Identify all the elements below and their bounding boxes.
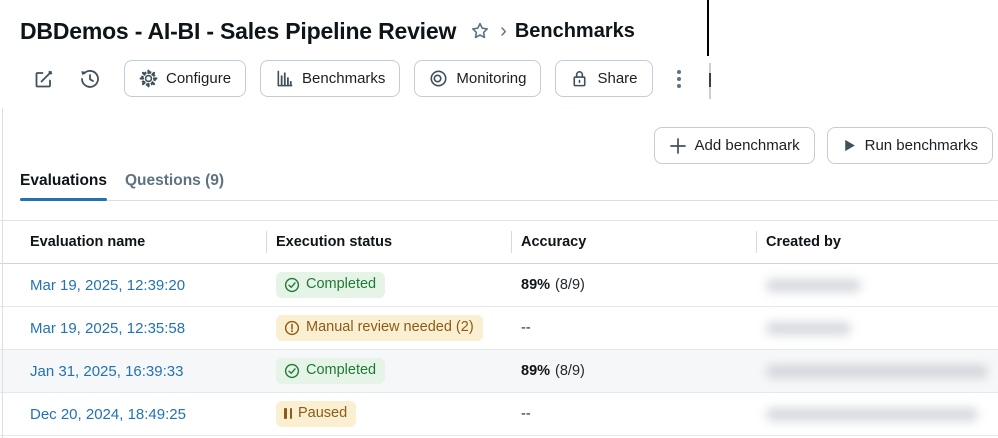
plus-icon [669,137,686,154]
status-badge: Paused [276,400,357,428]
breadcrumb-current: Benchmarks [514,19,635,42]
bar-chart-icon [277,70,293,87]
table-row[interactable]: Jan 31, 2025, 16:39:33 Completed 89% (8/… [0,350,998,393]
created-by-redacted [766,278,861,292]
monitoring-label: Monitoring [456,70,527,87]
pause-icon [284,408,292,419]
header: DBDemos - AI-BI - Sales Pipeline Review … [0,0,998,46]
evaluation-link[interactable]: Jan 31, 2025, 16:39:33 [30,362,184,380]
accuracy-detail: -- [521,406,531,422]
status-label: Manual review needed (2) [306,318,474,335]
check-circle-icon [284,363,300,378]
status-label: Completed [306,275,377,292]
column-evaluation-name: Evaluation name [30,234,146,250]
evaluation-link[interactable]: Mar 19, 2025, 12:39:20 [30,276,186,294]
configure-button[interactable]: Configure [124,60,247,97]
run-benchmarks-button[interactable]: Run benchmarks [826,127,993,164]
gear-icon [139,69,158,88]
accuracy-detail: -- [521,320,531,336]
accuracy-value: 89% [521,363,551,379]
status-label: Completed [306,361,377,378]
benchmarks-button[interactable]: Benchmarks [260,60,401,97]
run-benchmarks-label: Run benchmarks [864,137,978,154]
add-benchmark-button[interactable]: Add benchmark [653,127,815,164]
evaluation-link[interactable]: Dec 20, 2024, 18:49:25 [30,405,186,423]
tab-evaluations[interactable]: Evaluations [20,172,107,201]
column-execution-status: Execution status [266,221,511,263]
text-cursor-artifact [707,0,709,56]
column-accuracy: Accuracy [511,221,756,263]
table-row[interactable]: Mar 19, 2025, 12:35:58 Manual review nee… [0,307,998,350]
alert-circle-icon [284,320,300,335]
column-created-by: Created by [756,221,998,263]
created-by-redacted [766,321,851,335]
history-icon[interactable] [78,67,102,91]
kebab-menu-icon[interactable] [669,64,689,94]
toolbar: Configure Benchmarks Monitoring Share [32,60,998,97]
play-icon [844,139,855,152]
evaluations-table: Evaluation name Execution status Accurac… [0,220,998,436]
table-header: Evaluation name Execution status Accurac… [0,221,998,264]
status-badge: Manual review needed (2) [276,314,483,342]
tab-questions[interactable]: Questions (9) [125,172,225,189]
tab-bar: Evaluations Questions (9) [20,172,998,201]
share-label: Share [597,70,638,87]
status-badge: Completed [276,271,386,299]
status-label: Paused [298,404,348,421]
benchmarks-label: Benchmarks [302,70,386,87]
favorite-star-icon[interactable] [470,21,490,41]
breadcrumb-chevron-icon: › [500,20,507,42]
accuracy-detail: (8/9) [555,277,585,293]
lock-icon [573,71,587,87]
page-title: DBDemos - AI-BI - Sales Pipeline Review [20,17,457,44]
created-by-redacted [766,407,978,421]
add-benchmark-label: Add benchmark [694,137,800,154]
table-row[interactable]: Mar 19, 2025, 12:39:20 Completed 89% (8/… [0,264,998,307]
status-badge: Completed [276,357,386,385]
check-circle-icon [284,277,300,292]
accuracy-value: 89% [521,277,551,293]
monitoring-lens-icon [430,70,447,87]
evaluation-link[interactable]: Mar 19, 2025, 12:35:58 [30,319,186,337]
share-button[interactable]: Share [555,60,653,97]
monitoring-button[interactable]: Monitoring [414,60,542,97]
created-by-redacted [766,364,988,378]
table-row[interactable]: Dec 20, 2024, 18:49:25 Paused -- [0,393,998,436]
configure-label: Configure [166,70,232,87]
panel-left-border [2,108,3,438]
edit-icon[interactable] [32,67,56,91]
accuracy-detail: (8/9) [555,363,585,379]
benchmark-actions: Add benchmark Run benchmarks [0,127,993,164]
cursor-artifact-dark [709,73,711,87]
